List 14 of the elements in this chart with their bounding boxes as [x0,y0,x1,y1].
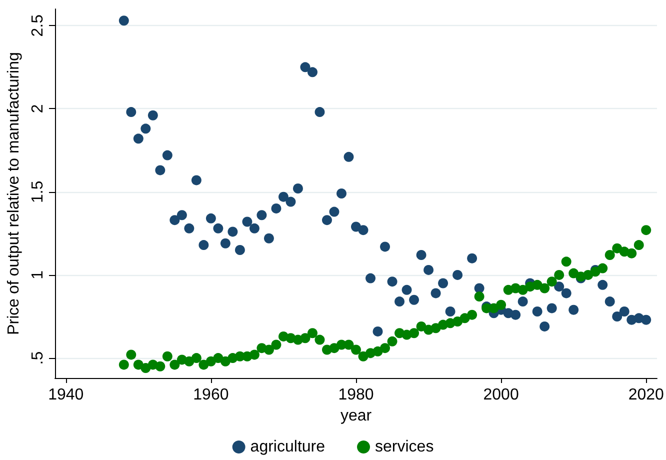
y-tick-label: 1 [30,270,46,280]
legend-label: services [375,438,434,456]
y-tick-label: 2.5 [30,14,46,37]
x-tick-label: 1940 [48,386,84,404]
x-tick-label: 2000 [483,386,519,404]
x-axis-title: year [340,408,372,424]
y-axis-title: Price of output relative to manufacturing [6,52,23,335]
y-tick-label: 2 [30,104,46,114]
x-tick-label: 2020 [628,386,664,404]
y-tick-label: .5 [30,351,46,365]
legend-label: agriculture [250,438,326,456]
y-tick-label: 1.5 [30,180,46,203]
x-tick-label: 1980 [338,386,374,404]
x-tick-label: 1960 [193,386,229,404]
